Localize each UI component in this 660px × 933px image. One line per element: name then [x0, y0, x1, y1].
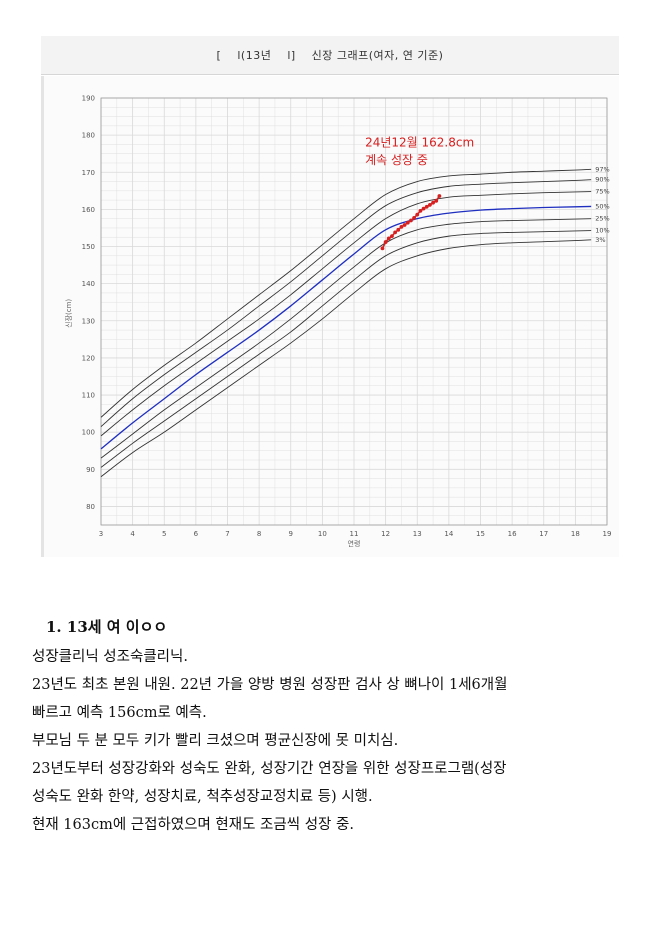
percentile-curve [100, 230, 592, 468]
case-line: 부모님 두 분 모두 키가 빨리 크셨으며 평균신장에 못 미치심. [32, 733, 399, 749]
patient-point [386, 236, 391, 241]
chart-title: [ l(13년 l] 신장 그래프(여자, 연 기준) [41, 47, 619, 63]
percentile-curve [100, 239, 592, 478]
x-tick-label: 19 [603, 530, 612, 538]
x-tick-label: 8 [257, 530, 261, 538]
x-tick-label: 9 [289, 530, 293, 538]
x-tick-label: 12 [381, 530, 390, 538]
y-tick-label: 80 [86, 503, 95, 511]
y-tick-label: 160 [82, 206, 95, 214]
plot-frame [100, 97, 608, 526]
x-axis-label: 연령 [348, 540, 361, 548]
x-tick-label: 6 [194, 530, 199, 538]
case-line: 성숙도 완화 한약, 성장치료, 척추성장교정치료 등) 시행. [32, 789, 373, 805]
y-tick-label: 170 [82, 169, 95, 177]
y-tick-label: 90 [86, 466, 95, 474]
patient-point [390, 234, 394, 239]
patient-point [405, 220, 410, 225]
patient-point [415, 212, 420, 217]
x-tick-label: 10 [318, 530, 327, 538]
y-tick-label: 180 [82, 132, 95, 140]
annotation-line-2: 계속 성장 중 [365, 153, 428, 167]
chart-body: 3 4 5 6 7 8 9 10 11 12 13 14 15 16 17 18 19 80 90 100 110 120… [41, 76, 619, 557]
patient-point [380, 246, 385, 251]
case-line: 23년도부터 성장강화와 성숙도 완화, 성장기간 연장을 위한 성장프로그램(… [32, 761, 507, 777]
percentile-label: 75% [595, 188, 609, 196]
y-tick-label: 120 [82, 354, 95, 362]
patient-point [409, 218, 413, 223]
x-tick-label: 18 [571, 530, 580, 538]
y-tick-label: 100 [82, 429, 95, 437]
patient-point [396, 227, 401, 232]
percentile-label: 50% [595, 202, 609, 210]
patient-point [421, 206, 426, 211]
chart-bracket-close: l] [287, 49, 296, 62]
percentile-label: 97% [595, 165, 609, 173]
patient-point [393, 230, 398, 235]
y-tick-label: 140 [82, 280, 95, 288]
y-tick-label: 130 [82, 317, 95, 325]
percentile-curve [100, 179, 592, 427]
x-tick-label: 14 [444, 530, 453, 538]
percentile-curves: 97% 90% 75% 50% 25% 10%3% [100, 165, 610, 478]
x-tick-label: 15 [476, 530, 485, 538]
patient-point [412, 216, 416, 220]
percentile-label: 3% [595, 236, 605, 244]
case-line: 빠르고 예측 156cm로 예측. [32, 705, 207, 721]
y-tick-label: 110 [82, 392, 95, 400]
growth-chart-card: [ l(13년 l] 신장 그래프(여자, 연 기준) 3 4 5 6 7 8 9 10 11 1… [41, 36, 619, 557]
y-tick-label: 150 [82, 243, 95, 251]
patient-series [380, 194, 442, 251]
patient-point [418, 208, 423, 213]
axis-ticks: 3 4 5 6 7 8 9 10 11 12 13 14 15 16 17 18 19 80 90 100 110 120… [82, 95, 612, 539]
percentile-label: 25% [595, 215, 609, 223]
percentile-curve [100, 218, 592, 459]
case-line: 성장클리닉 성조숙클리닉. [32, 649, 188, 665]
case-line: 현재 163cm에 근접하였으며 현재도 조금씩 성장 중. [32, 817, 354, 833]
x-tick-label: 17 [539, 530, 548, 538]
x-tick-label: 4 [130, 530, 135, 538]
x-tick-label: 3 [99, 530, 103, 538]
percentile-label: 10% [595, 227, 609, 235]
patient-point [434, 198, 439, 203]
x-tick-label: 11 [350, 530, 359, 538]
patient-point [399, 224, 404, 229]
case-title: 1. 13세 여 이ㅇㅇ [46, 618, 168, 636]
percentile-curve [100, 168, 592, 418]
chart-bracket-open: [ [216, 49, 222, 62]
annotation-line-1: 24년12월 162.8cm [365, 135, 474, 149]
percentile-curve [100, 205, 592, 450]
percentile-label: 90% [595, 176, 609, 184]
chart-header: [ l(13년 l] 신장 그래프(여자, 연 기준) [41, 36, 619, 75]
grid [100, 97, 608, 526]
patient-point [431, 200, 435, 205]
growth-chart: 3 4 5 6 7 8 9 10 11 12 13 14 15 16 17 18 19 80 90 100 110 120… [64, 95, 612, 549]
patient-point [424, 204, 429, 209]
x-tick-label: 13 [413, 530, 422, 538]
y-axis-label: 신장(cm) [64, 299, 73, 328]
case-line: 23년도 최초 본원 내원. 22년 가을 양방 병원 성장판 검사 상 뼈나이… [32, 677, 508, 693]
patient-point [437, 194, 442, 198]
patient-point [428, 203, 432, 207]
percentile-curve [100, 191, 592, 437]
x-tick-label: 7 [225, 530, 229, 538]
patient-point [402, 223, 407, 227]
x-tick-label: 16 [508, 530, 517, 538]
chart-year-fragment: l(13년 [237, 49, 272, 62]
y-tick-label: 190 [82, 95, 95, 103]
case-description: 1. 13세 여 이ㅇㅇ 성장클리닉 성조숙클리닉. 23년도 최초 본원 내원… [32, 616, 632, 839]
patient-point [383, 240, 388, 244]
x-tick-label: 5 [162, 530, 166, 538]
chart-title-text: 신장 그래프(여자, 연 기준) [311, 49, 444, 62]
